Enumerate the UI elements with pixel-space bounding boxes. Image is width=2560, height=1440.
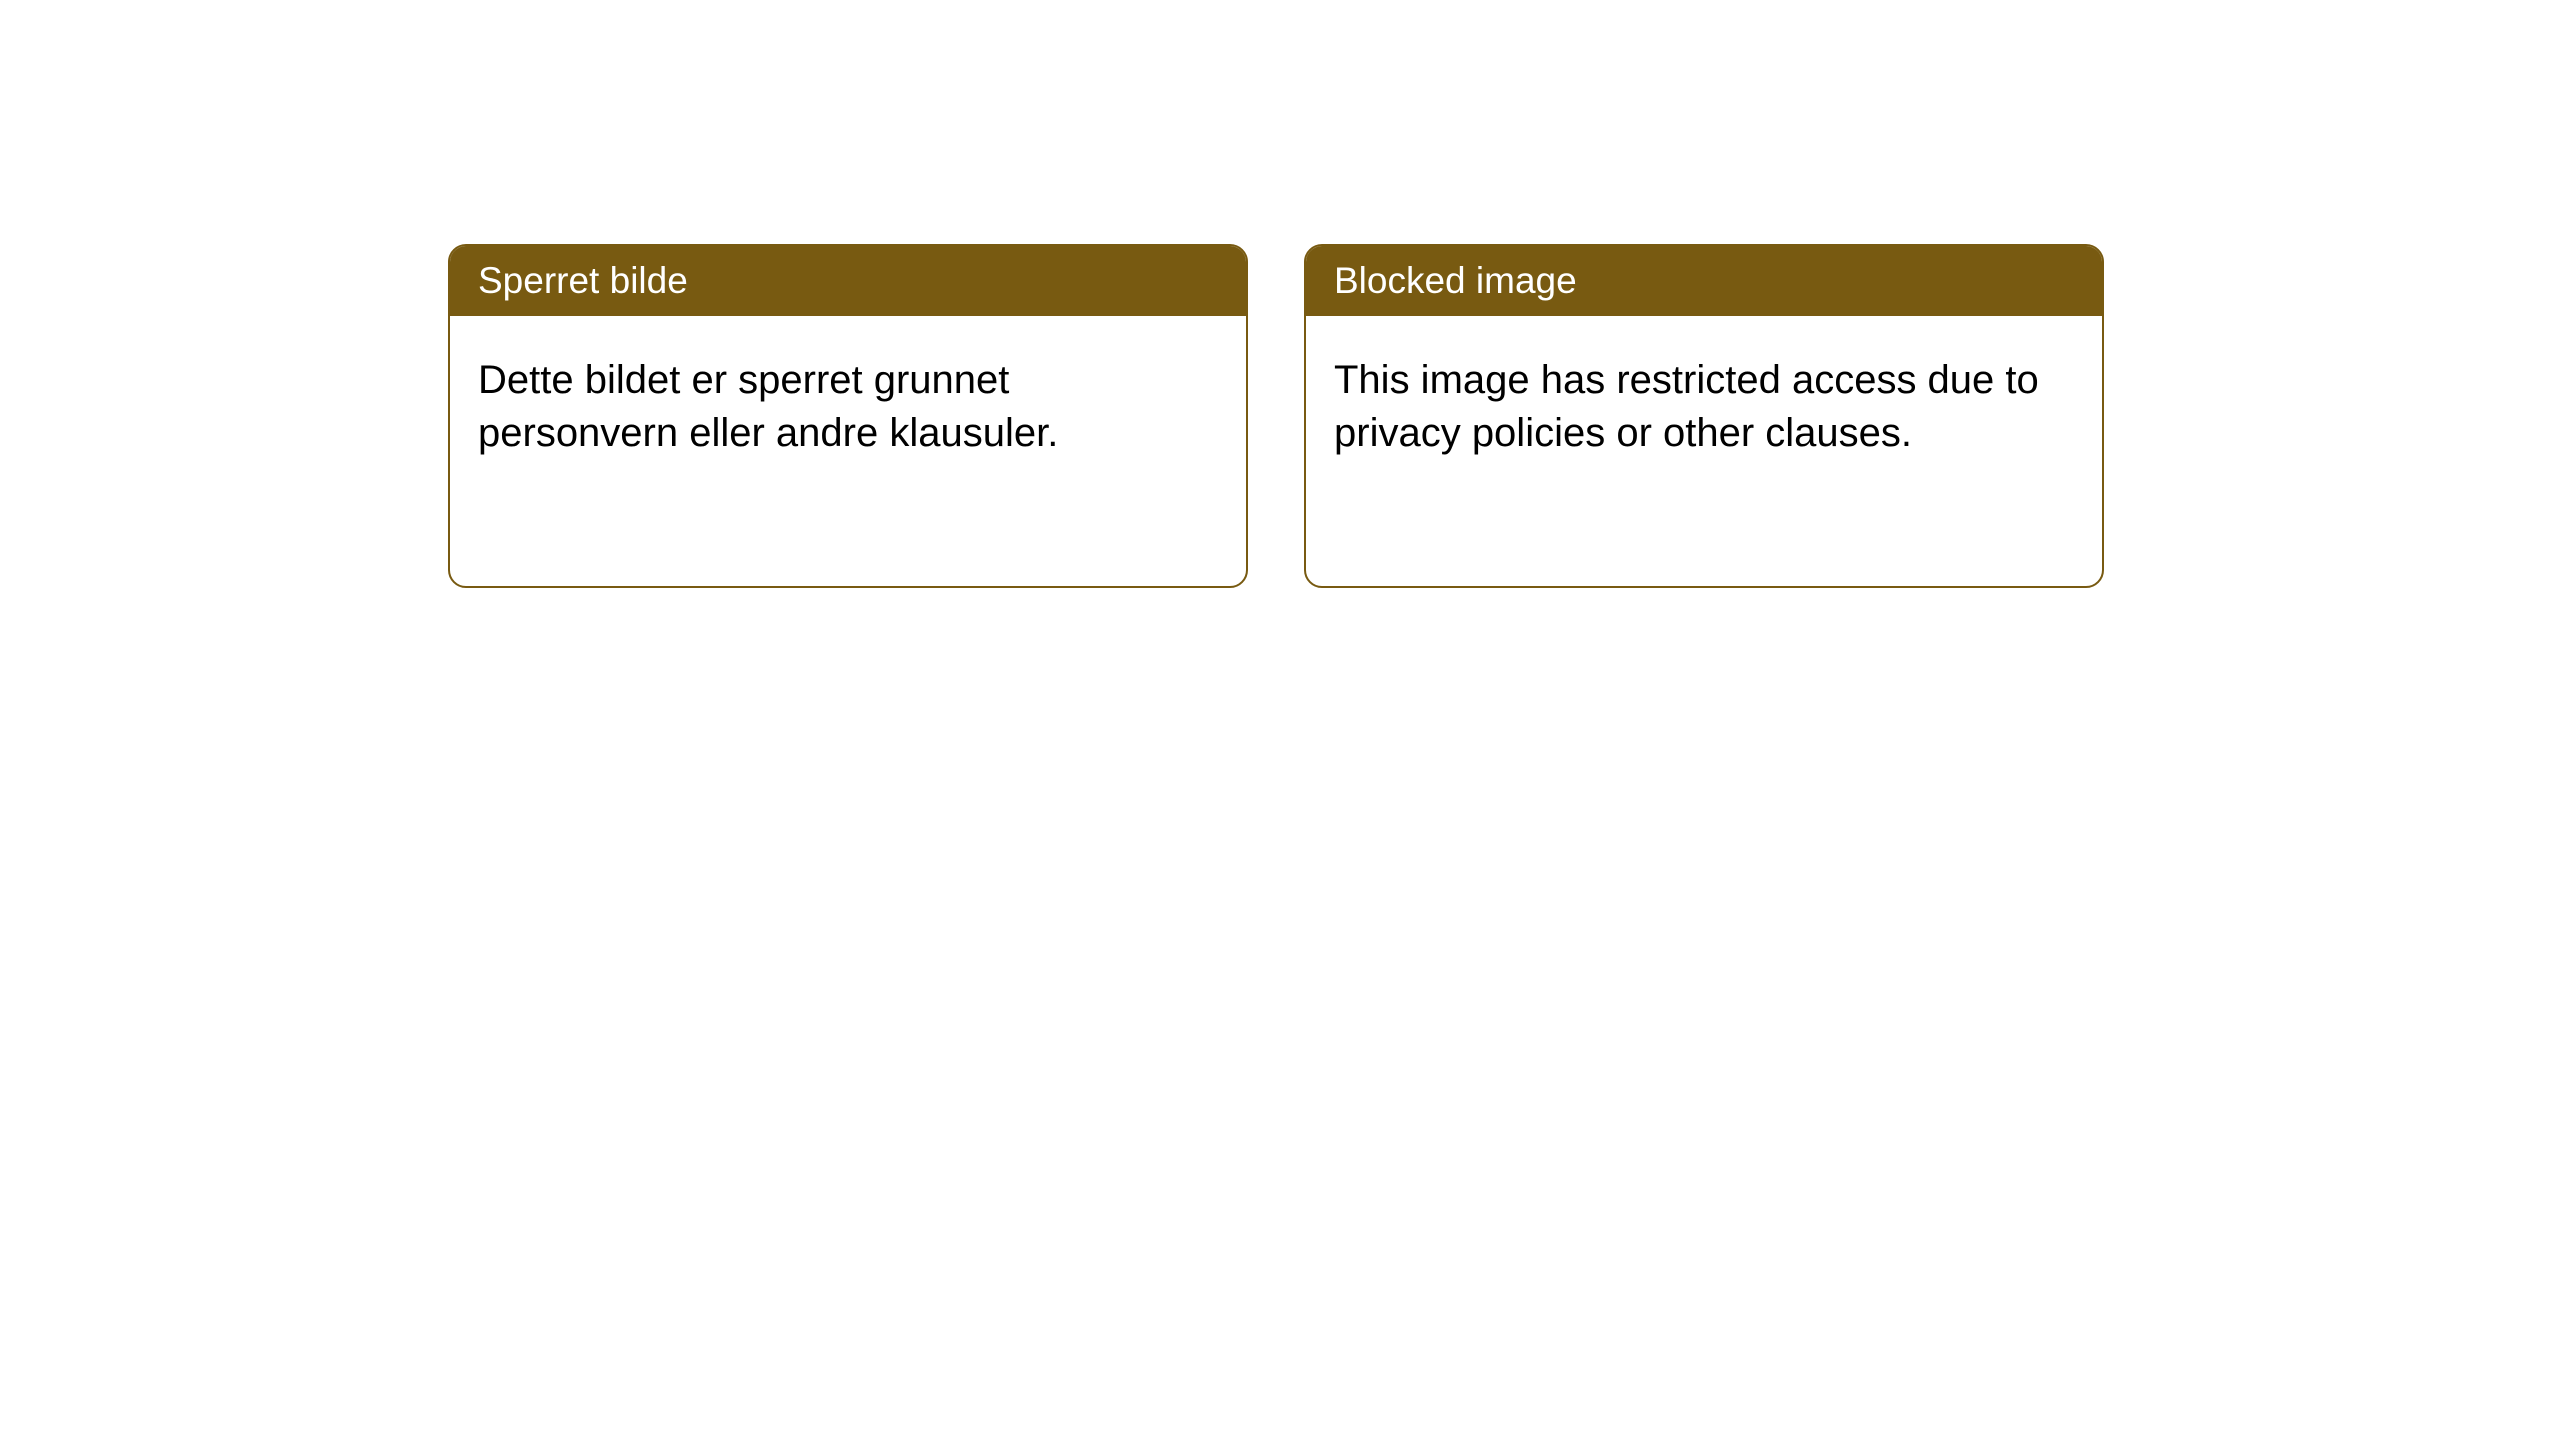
notice-card-norwegian: Sperret bilde Dette bildet er sperret gr…	[448, 244, 1248, 588]
notice-header: Blocked image	[1306, 246, 2102, 316]
notice-body: This image has restricted access due to …	[1306, 316, 2102, 586]
notice-body: Dette bildet er sperret grunnet personve…	[450, 316, 1246, 586]
notice-card-english: Blocked image This image has restricted …	[1304, 244, 2104, 588]
notice-container: Sperret bilde Dette bildet er sperret gr…	[0, 0, 2560, 588]
notice-header: Sperret bilde	[450, 246, 1246, 316]
